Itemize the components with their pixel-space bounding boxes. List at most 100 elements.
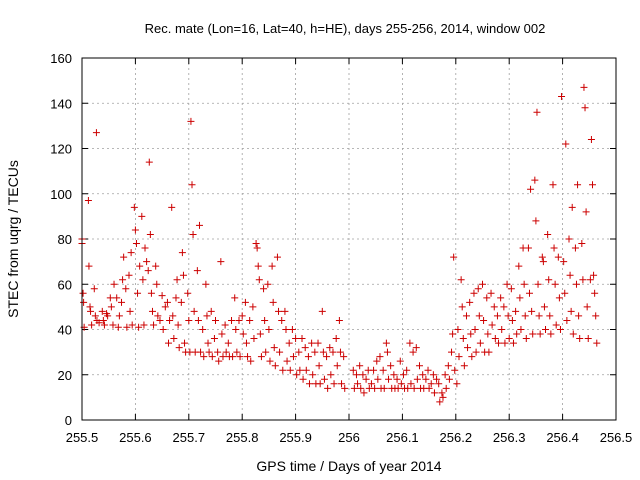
data-point: [450, 253, 458, 261]
data-point: [132, 240, 140, 248]
data-point: [454, 326, 462, 333]
data-point: [529, 330, 537, 338]
data-point: [462, 312, 470, 320]
data-point: [385, 375, 393, 383]
data-point: [467, 330, 475, 338]
data-point: [173, 276, 181, 284]
data-point: [292, 335, 300, 343]
data-point: [556, 326, 564, 333]
data-point: [558, 92, 566, 100]
data-point: [412, 344, 420, 352]
data-point: [507, 285, 515, 293]
data-point: [479, 280, 486, 288]
data-point: [98, 307, 106, 315]
data-point: [483, 294, 491, 302]
x-tick-label: 256.1: [386, 430, 419, 445]
data-point: [115, 312, 123, 320]
data-point: [271, 362, 279, 370]
x-tick-label: 255.9: [279, 430, 312, 445]
data-point: [374, 375, 382, 383]
data-point: [593, 339, 601, 347]
data-point: [128, 321, 136, 329]
data-point: [451, 366, 459, 374]
data-point: [181, 339, 189, 347]
y-tick-label: 120: [50, 142, 72, 157]
data-point: [336, 348, 344, 356]
data-point: [114, 323, 122, 331]
data-point: [265, 326, 273, 333]
data-point: [314, 339, 322, 347]
data-point: [439, 393, 447, 401]
data-point: [152, 262, 160, 270]
data-point: [448, 348, 456, 356]
data-point: [435, 380, 443, 388]
data-point: [329, 348, 337, 356]
data-point: [269, 298, 277, 306]
data-point: [324, 384, 332, 392]
data-point: [270, 344, 278, 352]
x-tick-label: 256.3: [493, 430, 526, 445]
data-point: [323, 353, 331, 361]
data-point: [444, 362, 452, 370]
data-point: [90, 285, 98, 293]
data-point: [79, 289, 87, 297]
data-point: [238, 312, 246, 320]
y-tick-label: 140: [50, 96, 72, 111]
data-point: [503, 280, 511, 288]
data-point: [442, 384, 450, 392]
data-point: [141, 244, 149, 252]
data-point: [349, 366, 357, 374]
data-point: [236, 353, 244, 361]
data-point: [472, 348, 480, 356]
data-point: [493, 312, 501, 320]
data-point: [551, 280, 559, 288]
chart-title: Rec. mate (Lon=16, Lat=40, h=HE), days 2…: [145, 21, 546, 36]
data-point: [356, 362, 364, 370]
data-point: [497, 294, 505, 302]
data-point: [199, 326, 207, 333]
data-point: [221, 321, 229, 329]
data-point: [309, 371, 317, 379]
data-point: [146, 230, 154, 238]
data-point: [229, 353, 237, 361]
data-point: [150, 321, 158, 329]
data-point: [591, 289, 599, 297]
data-point: [488, 321, 496, 329]
data-point: [563, 316, 571, 324]
data-point: [136, 262, 144, 270]
data-point: [371, 384, 379, 392]
y-axis-label: STEC from uqrg / TECUs: [5, 160, 21, 318]
data-point: [535, 312, 543, 320]
data-point: [505, 335, 513, 343]
data-point: [200, 353, 208, 361]
data-point: [218, 330, 226, 338]
data-point: [485, 348, 493, 356]
data-point: [521, 312, 529, 320]
data-point: [170, 335, 178, 343]
data-point: [560, 258, 568, 266]
data-point: [359, 371, 367, 379]
grid-lines: [82, 58, 616, 420]
data-point: [438, 389, 446, 397]
data-point: [335, 316, 343, 324]
data-point: [298, 335, 306, 343]
data-point: [445, 375, 453, 383]
data-point: [528, 307, 536, 315]
data-point: [350, 384, 358, 392]
data-point: [217, 258, 225, 266]
x-tick-label: 255.7: [173, 430, 206, 445]
data-point: [166, 316, 174, 324]
data-point: [296, 366, 304, 374]
data-point: [474, 285, 482, 293]
data-point: [424, 366, 432, 374]
data-point: [255, 276, 263, 284]
data-point: [383, 348, 391, 356]
data-point: [459, 335, 467, 343]
data-point: [268, 262, 276, 270]
data-point: [145, 158, 153, 166]
data-point: [531, 176, 539, 184]
data-point: [148, 307, 156, 315]
data-point: [471, 326, 479, 333]
y-tick-label: 100: [50, 187, 72, 202]
